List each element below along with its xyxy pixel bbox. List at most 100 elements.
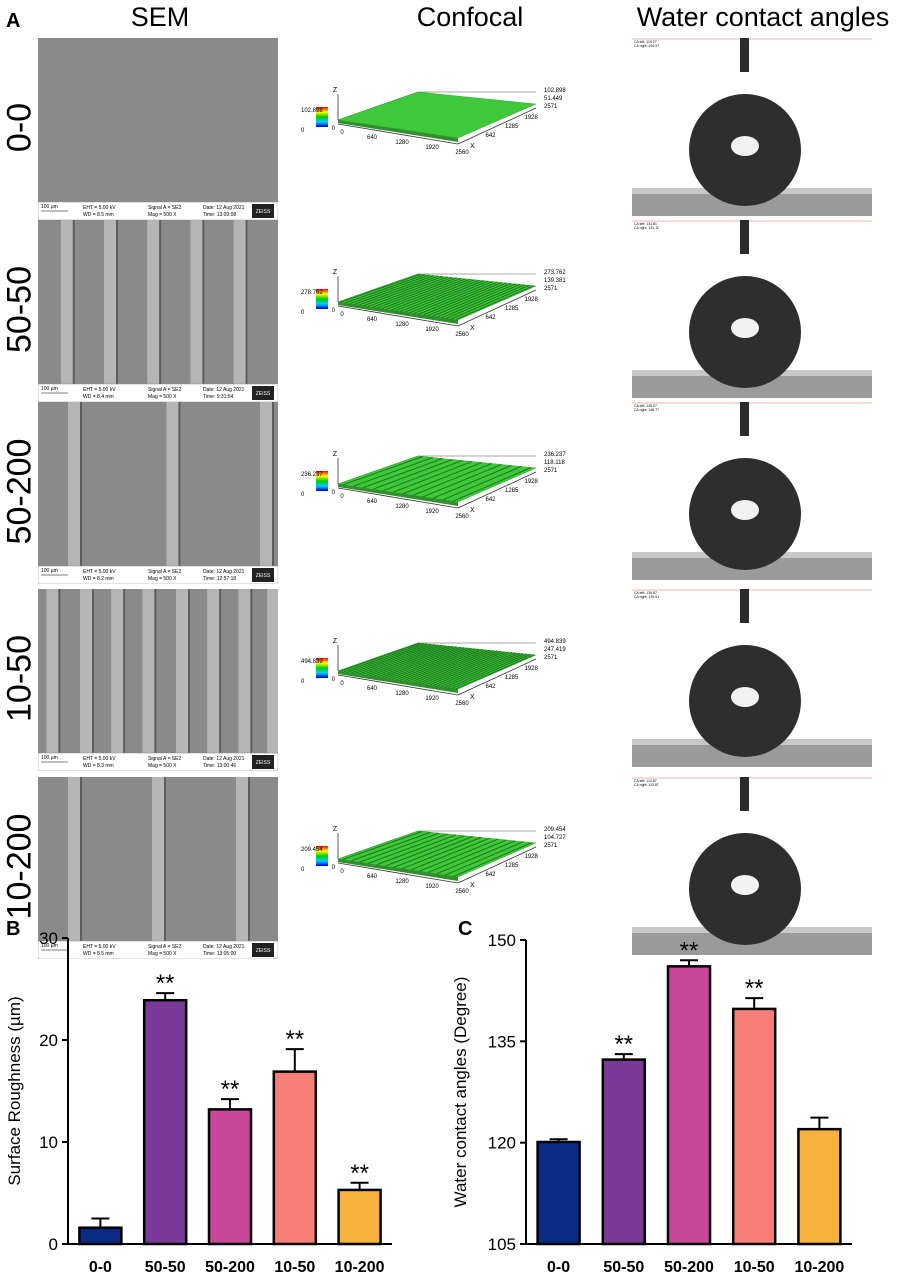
confocal-zmid-label: 139.381	[544, 278, 566, 284]
wca-needle	[740, 777, 749, 811]
zeiss-logo-text: ZEISS	[256, 573, 271, 579]
y-axis-label: Surface Roughness (µm)	[5, 996, 24, 1185]
y-tick-label: 10	[39, 1133, 58, 1152]
sem-mag-text: Mag = 500 X	[148, 576, 177, 582]
bar	[207, 1108, 253, 1246]
confocal-ridge	[367, 833, 448, 865]
bar	[797, 1127, 842, 1246]
confocal-y-tick: 1285	[505, 675, 519, 681]
confocal-zmax-label: 236.237	[544, 452, 566, 458]
confocal-x-tick: 2560	[455, 150, 469, 156]
confocal-ridge	[423, 282, 503, 316]
sem-scale-text: 100 µm	[41, 755, 58, 761]
confocal-zmax-label: 209.454	[544, 827, 566, 833]
sem-ridge-shadow	[164, 777, 166, 941]
confocal-ridge	[402, 461, 483, 495]
confocal-surface-front	[338, 120, 458, 142]
bar	[731, 1007, 777, 1246]
confocal-ridge	[410, 649, 491, 683]
confocal-ridge	[419, 838, 499, 872]
sem-mag-text: Mag = 500 X	[148, 394, 177, 400]
sem-date-text: Date: 12 Aug 2021	[203, 944, 245, 950]
row-label: 50-50	[0, 266, 39, 353]
confocal-ridge	[363, 276, 444, 307]
confocal-ytop-label: 2571	[544, 286, 558, 292]
confocal-ridge	[404, 280, 485, 313]
confocal-ridge	[436, 840, 516, 875]
sem-wd-text: WD = 8.4 mm	[83, 394, 114, 400]
sem-info-bar	[38, 565, 278, 584]
confocal-ridge	[347, 643, 428, 673]
sem-ridge	[111, 589, 124, 753]
confocal-y-axis	[457, 107, 537, 145]
confocal-x-tick: 640	[367, 499, 378, 505]
confocal-ytop-label: 2571	[544, 655, 558, 661]
sem-wd-text: WD = 8.3 mm	[83, 763, 114, 769]
confocal-ridge	[413, 281, 494, 314]
confocal-ridge	[372, 276, 453, 308]
confocal-x-tick: 640	[367, 686, 378, 692]
zeiss-logo-box	[252, 204, 274, 218]
colorbar-min-label: 0	[301, 867, 305, 873]
significance-marker: **	[156, 970, 175, 997]
confocal-x-tick: 0	[340, 681, 344, 687]
confocal-ridge	[429, 651, 509, 686]
confocal-ridge	[418, 281, 498, 315]
wca-ca-left-text: CA left: 113.87	[634, 779, 657, 783]
column-header-sem: SEM	[130, 2, 190, 32]
significance-marker: **	[350, 1160, 369, 1187]
sem-surface	[38, 38, 278, 202]
wca-droplet-reflection	[731, 875, 759, 895]
confocal-zmax-label: 494.839	[544, 639, 566, 645]
sem-ridge	[238, 589, 251, 753]
confocal-ridge	[377, 277, 457, 309]
confocal-colorbar	[316, 658, 328, 678]
confocal-x-tick: 2560	[455, 889, 469, 895]
confocal-zmid-label: 247.419	[544, 647, 566, 653]
chart-water-contact-angles: 105 120 135 150 Water contact angles (Degree…	[452, 931, 852, 1276]
confocal-colorbar	[316, 107, 328, 127]
confocal-ridge	[442, 465, 522, 501]
sem-signal-text: Signal A = SE2	[148, 944, 181, 950]
sem-info-bar	[38, 201, 278, 220]
confocal-ridge	[441, 283, 521, 319]
sem-surface	[38, 589, 278, 753]
confocal-ridge	[452, 466, 532, 502]
y-tick-label: 20	[39, 1031, 58, 1050]
confocal-ridge	[399, 648, 480, 681]
wca-needle	[740, 220, 749, 254]
sem-scale-text: 100 µm	[41, 943, 58, 949]
sem-signal-text: Signal A = SE2	[148, 387, 181, 393]
sem-mag-text: Mag = 500 X	[148, 763, 177, 769]
wca-ca-left-text: CA left: 131.81	[634, 222, 657, 226]
sem-ridge	[190, 220, 203, 384]
sem-ridge-shadow	[58, 589, 61, 753]
confocal-y-tick: 1285	[505, 863, 519, 869]
confocal-ridge	[418, 650, 498, 684]
row-label: 0-0	[0, 102, 39, 153]
confocal-x-axis	[337, 862, 459, 884]
sem-ridge	[142, 589, 155, 753]
confocal-y-tick: 1928	[525, 479, 539, 485]
confocal-x-label: X	[470, 325, 475, 332]
sem-ridge-shadow	[250, 589, 253, 753]
sem-ridge	[207, 589, 220, 753]
wca-ca-right-text: CA right: 113.87	[634, 783, 659, 787]
sem-time-text: Time: 9:31:54	[203, 394, 234, 400]
confocal-y-tick: 1928	[525, 115, 539, 121]
sem-wd-text: WD = 8.5 mm	[83, 212, 114, 218]
confocal-y-tick: 1285	[505, 124, 519, 130]
y-tick-label: 0	[49, 1235, 58, 1254]
sem-ridge-shadow	[80, 402, 82, 566]
colorbar-min-label: 0	[301, 679, 305, 685]
confocal-ridge	[365, 645, 446, 676]
confocal-ridge	[390, 278, 471, 311]
sem-info-bar	[38, 383, 278, 402]
sem-ridge	[80, 589, 92, 753]
confocal-ridge	[432, 464, 512, 499]
confocal-colorbar	[316, 471, 328, 491]
bar	[78, 1226, 123, 1246]
significance-marker: **	[285, 1026, 304, 1053]
sem-signal-text: Signal A = SE2	[148, 205, 181, 211]
